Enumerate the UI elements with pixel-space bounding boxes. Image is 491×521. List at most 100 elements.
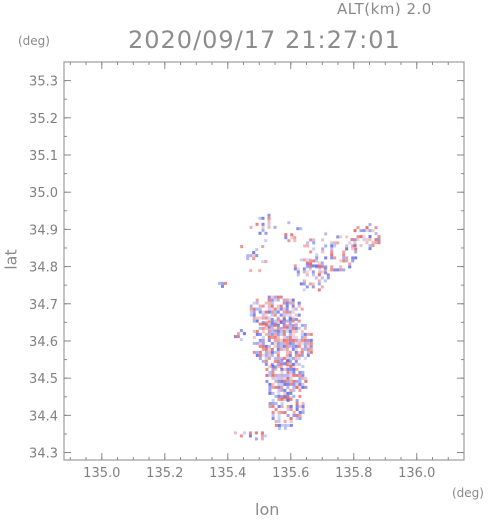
heatmap-cell	[301, 408, 305, 411]
heatmap-cell	[270, 350, 274, 354]
heatmap-cell	[292, 411, 296, 414]
x-tick-label: 135.0	[83, 466, 120, 481]
heatmap-cell	[297, 304, 301, 308]
heatmap-cell	[294, 317, 298, 321]
heatmap-cell	[270, 304, 274, 308]
heatmap-cell	[312, 238, 316, 242]
heatmap-cell	[282, 313, 286, 317]
heatmap-cell	[273, 329, 277, 333]
heatmap-cell	[264, 359, 268, 363]
heatmap-cell	[291, 301, 295, 305]
heatmap-cell	[268, 382, 272, 386]
heatmap-cell	[359, 244, 363, 248]
heatmap-cell	[267, 295, 271, 299]
heatmap-cell	[309, 350, 313, 354]
heatmap-cell	[252, 329, 256, 333]
heatmap-cell	[270, 298, 274, 302]
heatmap-cell	[279, 344, 283, 348]
heatmap-cell	[260, 434, 264, 438]
heatmap-cell	[299, 282, 303, 286]
heatmap-cell	[297, 326, 301, 330]
heatmap-cell	[288, 320, 292, 324]
heatmap-cell	[280, 373, 284, 377]
heatmap-cell	[268, 391, 272, 395]
heatmap-cell	[291, 338, 295, 342]
heatmap-cell	[271, 411, 275, 414]
heatmap-cell	[306, 265, 310, 269]
heatmap-cell	[292, 388, 296, 392]
heatmap-cell	[276, 298, 280, 302]
heatmap-cell	[280, 376, 284, 380]
heatmap-cell	[285, 350, 289, 354]
heatmap-cell	[267, 329, 271, 333]
heatmap-cell	[285, 325, 289, 329]
heatmap-cell	[377, 235, 381, 239]
heatmap-cell	[342, 250, 346, 254]
heatmap-cell	[276, 323, 280, 327]
heatmap-cell	[258, 216, 262, 220]
heatmap-cell	[362, 235, 366, 239]
heatmap-cell	[290, 236, 294, 240]
heatmap-cell	[308, 258, 312, 262]
heatmap-cell	[312, 241, 316, 245]
heatmap-cell	[289, 423, 293, 427]
heatmap-cell	[292, 367, 296, 371]
heatmap-cell	[285, 335, 289, 339]
heatmap-cell	[301, 373, 305, 377]
heatmap-cell	[293, 264, 297, 268]
heatmap-cell	[268, 388, 272, 392]
heatmap-cell	[294, 329, 298, 333]
heatmap-cell	[267, 216, 271, 220]
heatmap-cell	[224, 281, 227, 285]
heatmap-cell	[273, 335, 277, 339]
heatmap-cell	[283, 382, 287, 386]
heatmap-cell	[267, 350, 271, 354]
heatmap-cell	[302, 267, 306, 271]
heatmap-cell	[294, 356, 298, 360]
heatmap-cell	[309, 338, 313, 342]
heatmap-cell	[356, 226, 360, 230]
heatmap-cell	[276, 341, 280, 345]
heatmap-cell	[267, 298, 271, 302]
y-tick-label: 34.8	[29, 261, 58, 276]
heatmap-cell	[267, 326, 271, 330]
heatmap-cell	[304, 376, 308, 380]
heatmap-cell	[273, 332, 277, 336]
heatmap-cell	[258, 344, 262, 348]
heatmap-cell	[292, 385, 296, 389]
heatmap-cell	[304, 385, 308, 389]
heatmap-cell	[306, 347, 310, 351]
heatmap-cell	[289, 420, 293, 423]
heatmap-cell	[255, 329, 259, 333]
heatmap-cell	[273, 298, 277, 302]
heatmap-cell	[271, 385, 275, 389]
heatmap-cell	[294, 322, 298, 326]
heatmap-cell	[315, 259, 319, 263]
heatmap-cell	[265, 373, 269, 377]
heatmap-cell	[280, 367, 284, 371]
heatmap-cell	[267, 319, 271, 323]
heatmap-cell	[274, 402, 278, 405]
heatmap-cell	[285, 307, 289, 311]
heatmap-cell	[273, 310, 277, 314]
heatmap-cell	[306, 341, 310, 345]
heatmap-cell	[317, 261, 321, 265]
heatmap-cell	[261, 228, 265, 232]
heatmap-cell	[280, 394, 284, 398]
heatmap-cell	[323, 279, 327, 283]
heatmap-cell	[321, 247, 325, 251]
heatmap-cell	[288, 326, 292, 330]
heatmap-cell	[267, 332, 271, 336]
heatmap-cell	[299, 258, 303, 262]
heatmap-cell	[267, 344, 271, 348]
heatmap-cell	[374, 232, 378, 236]
heatmap-cell	[293, 236, 297, 240]
heatmap-cell	[264, 260, 268, 264]
heatmap-cell	[267, 310, 271, 314]
heatmap-cell	[267, 301, 271, 305]
heatmap-cell	[359, 229, 363, 233]
heatmap-cell	[286, 399, 290, 402]
y-tick-label: 34.3	[29, 447, 58, 462]
heatmap-cell	[286, 394, 290, 398]
